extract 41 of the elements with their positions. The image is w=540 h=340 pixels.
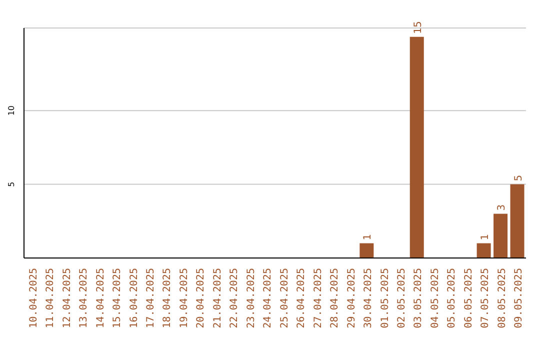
x-tick-label: 25.04.2025 (279, 268, 290, 328)
x-tick-label: 12.04.2025 (62, 268, 73, 328)
x-tick-label: 24.04.2025 (262, 268, 274, 328)
bar (410, 36, 424, 258)
x-tick-label: 10.04.2025 (28, 268, 40, 328)
x-tick-label: 13.04.2025 (78, 268, 90, 328)
x-tick-label: 18.04.2025 (162, 268, 174, 328)
bar (360, 243, 374, 258)
x-tick-label: 01.05.2025 (380, 268, 391, 328)
x-tick-label: 04.05.2025 (430, 268, 441, 328)
x-tick-label: 23.04.2025 (246, 268, 257, 328)
x-tick-label: 17.04.2025 (146, 268, 156, 328)
bar (494, 214, 508, 258)
x-tick-label: 28.04.2025 (330, 268, 341, 328)
x-tick-label: 06.05.2025 (463, 268, 474, 328)
x-tick-label: 21.04.2025 (212, 268, 224, 328)
data-label: 1 (480, 234, 491, 240)
x-tick-label: 19.04.2025 (178, 268, 190, 328)
x-tick-label: 09.05.2025 (514, 268, 525, 328)
bar (510, 184, 524, 258)
x-tick-label: 29.04.2025 (346, 268, 358, 328)
x-tick-label: 03.05.2025 (413, 268, 424, 328)
x-tick-label: 02.05.2025 (396, 268, 408, 328)
y-tick-label: 10 (7, 105, 16, 116)
x-tick-label: 14.04.2025 (95, 268, 106, 328)
x-tick-label: 30.04.2025 (363, 268, 374, 328)
x-tick-label: 26.04.2025 (296, 268, 308, 328)
x-tick-label: 20.04.2025 (196, 268, 207, 328)
data-label: 1 (362, 234, 374, 240)
x-tick-label: 11.04.2025 (45, 268, 56, 328)
data-label: 5 (513, 174, 524, 182)
bar (476, 243, 491, 258)
x-tick-label: 07.05.2025 (480, 268, 492, 328)
x-tick-label: 22.04.2025 (229, 268, 240, 328)
x-tick-label: 27.04.2025 (312, 268, 324, 328)
data-label: 3 (496, 204, 508, 211)
data-label: 15 (412, 21, 424, 34)
x-tick-label: 15.04.2025 (112, 268, 124, 328)
x-tick-label: 16.04.2025 (128, 268, 140, 328)
x-tick-label: 05.05.2025 (446, 268, 458, 328)
x-tick-label: 08.05.2025 (496, 268, 508, 328)
